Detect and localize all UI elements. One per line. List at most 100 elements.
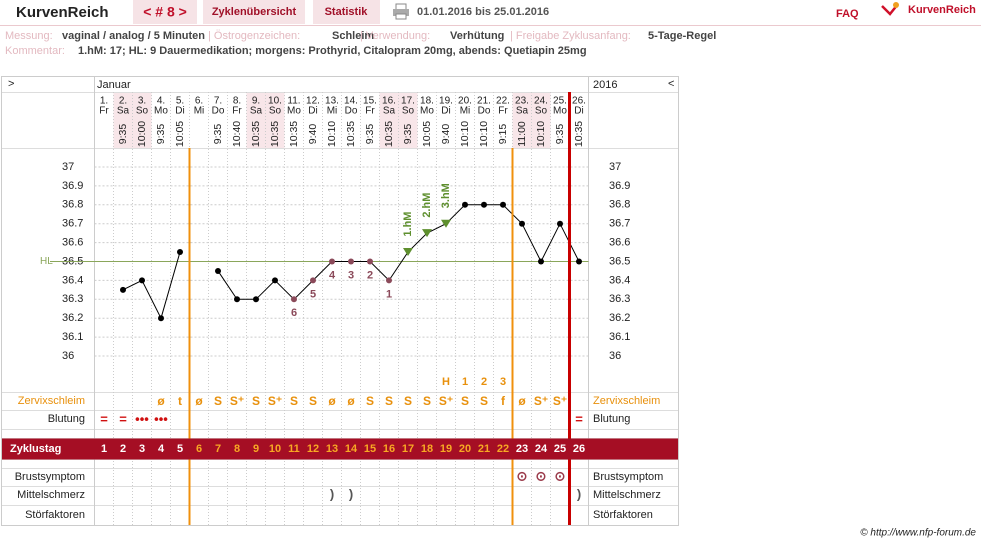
row-entry: ⊙: [517, 468, 528, 483]
cycle-day: 20: [459, 443, 471, 455]
row-label: Mittelschmerz: [593, 489, 661, 501]
temperature-point: [386, 277, 392, 284]
temperature-point: [120, 286, 126, 293]
y-tick-label: 36.8: [62, 199, 83, 211]
weekend-shade: [113, 92, 133, 148]
info-label: | Freigabe Zyklusanfang:: [510, 30, 631, 42]
weekday: Di: [441, 106, 450, 117]
temperature-point: [462, 201, 468, 208]
row-entry: S: [309, 394, 317, 408]
cycle-day: 9: [253, 443, 259, 455]
faq-link[interactable]: FAQ: [836, 8, 859, 20]
time: 10:35: [250, 121, 262, 147]
weekday: So: [402, 106, 415, 117]
time: 10:35: [345, 121, 357, 147]
y-tick-label: 36.7: [62, 218, 83, 230]
y-tick-label: 36.5: [609, 255, 630, 267]
row-entry: ø: [518, 394, 526, 408]
cycle-day: 14: [345, 443, 358, 455]
row-entry: =: [119, 411, 127, 426]
weekday: Fr: [232, 106, 242, 117]
row-entry: ø: [157, 394, 165, 408]
temperature-point: [403, 248, 413, 257]
row-entry: =: [575, 411, 583, 426]
weekday: Do: [478, 106, 491, 117]
weekday: Mi: [327, 106, 338, 117]
weekend-shade: [246, 92, 266, 148]
row-label: Zervixschleim: [18, 395, 85, 407]
day-number: 15.: [363, 96, 377, 107]
row-entry: S: [252, 394, 260, 408]
time: 10:10: [459, 121, 471, 147]
temperature-line: [217, 204, 580, 301]
weekday: Di: [574, 106, 583, 117]
hm-label: 1.hM: [402, 212, 414, 237]
hl-label: HL: [40, 256, 53, 267]
day-number: 18.: [420, 96, 434, 107]
cycle-day: 24: [535, 443, 548, 455]
info-label: Messung:: [5, 30, 53, 42]
tab[interactable]: Statistik: [325, 6, 369, 18]
day-number: 14.: [344, 96, 358, 107]
date-range: 01.01.2016 bis 25.01.2016: [417, 6, 549, 18]
day-number: 11.: [287, 96, 300, 107]
y-tick-label: 36.3: [609, 293, 630, 305]
weekday: Fr: [365, 106, 375, 117]
row-entry: ⊙: [555, 468, 566, 483]
row-label: Blutung: [593, 413, 630, 425]
year: 2016: [593, 79, 617, 91]
weekday: So: [535, 106, 548, 117]
row-entry: S⁺: [439, 394, 453, 408]
y-tick-label: 36.7: [609, 218, 630, 230]
day-number: 6.: [195, 96, 203, 107]
temperature-point: [576, 258, 582, 265]
temperature-point: [253, 296, 259, 303]
day-number: 20.: [458, 96, 472, 107]
weekday: Di: [308, 106, 317, 117]
row-entry: t: [178, 394, 182, 408]
weekday: Mo: [553, 106, 567, 117]
temperature-point: [367, 258, 373, 265]
tab-box[interactable]: [203, 0, 305, 24]
footer: © http://www.nfp-forum.de: [860, 528, 976, 539]
row-entry: S: [404, 394, 412, 408]
day-number: 19.: [439, 96, 453, 107]
print-icon[interactable]: [393, 3, 409, 20]
weekday: Do: [212, 106, 225, 117]
time: 9:40: [307, 124, 319, 145]
time: 11:00: [516, 121, 528, 147]
day-number: 5.: [176, 96, 184, 107]
cycle-nav-box[interactable]: [133, 0, 197, 24]
time: 10:00: [136, 121, 148, 147]
logo-box: [0, 0, 130, 25]
y-tick-label: 36.9: [609, 180, 630, 192]
day-number: 22.: [496, 96, 510, 107]
tab-box[interactable]: [313, 0, 380, 24]
nav-right[interactable]: <: [668, 78, 674, 90]
day-number: 12.: [306, 96, 320, 107]
weekday: Fr: [99, 106, 109, 117]
weekday: Sa: [117, 106, 130, 117]
cycle-day: 10: [269, 443, 281, 455]
time: 10:05: [174, 121, 186, 147]
cycle-day: 16: [383, 443, 395, 455]
count-label: 6: [291, 307, 297, 319]
row-entry: S: [214, 394, 222, 408]
row-entry: ): [330, 486, 334, 501]
hm-label: 2.hM: [421, 193, 433, 218]
row-entry: =: [100, 411, 108, 426]
day-number: 17.: [401, 96, 415, 107]
weekday: Mo: [154, 106, 168, 117]
temperature-point: [139, 277, 145, 284]
tab[interactable]: Zyklenübersicht: [212, 6, 297, 18]
cycle-nav[interactable]: < # 8 >: [143, 4, 187, 20]
hm-label: 3.hM: [440, 183, 452, 208]
count-label: 2: [367, 269, 373, 281]
logo: KurvenReich: [16, 4, 109, 21]
nav-left[interactable]: >: [8, 78, 14, 90]
day-number: 1.: [100, 96, 108, 107]
y-tick-label: 36.6: [62, 237, 83, 249]
comment: 1.hM: 17; HL: 9 Dauermedikation; morgens…: [78, 45, 587, 57]
weekday: So: [269, 106, 282, 117]
